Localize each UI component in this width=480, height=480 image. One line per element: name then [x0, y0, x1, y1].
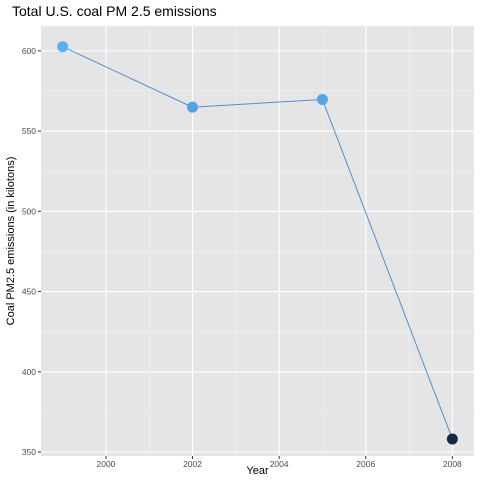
x-tick-label: 2008: [443, 459, 462, 469]
x-tick-label: 2006: [356, 459, 375, 469]
y-tick-label: 450: [22, 287, 36, 297]
data-point: [316, 93, 328, 105]
data-point: [446, 433, 458, 445]
y-tick-label: 500: [22, 206, 36, 216]
x-tick-label: 2004: [270, 459, 289, 469]
series-line: [62, 46, 453, 440]
grid-major: [41, 26, 474, 456]
data-point: [187, 101, 199, 113]
data-point: [57, 41, 69, 53]
x-axis: 2000 2002 2004 2006 2008: [96, 456, 462, 469]
y-tick-label: 600: [22, 46, 36, 56]
y-axis-label: Coal PM2.5 emissions (in kilotons): [5, 157, 17, 326]
plot-panel: [41, 26, 474, 456]
x-tick-label: 2002: [183, 459, 202, 469]
y-tick-label: 400: [22, 367, 36, 377]
chart-title: Total U.S. coal PM 2.5 emissions: [12, 3, 217, 19]
x-tick-label: 2000: [96, 459, 115, 469]
x-axis-label: Year: [246, 465, 269, 477]
y-axis: 350 400 450 500 550 600: [22, 46, 41, 457]
y-tick-label: 550: [22, 126, 36, 136]
y-tick-label: 350: [22, 447, 36, 457]
data-points: [57, 41, 458, 445]
